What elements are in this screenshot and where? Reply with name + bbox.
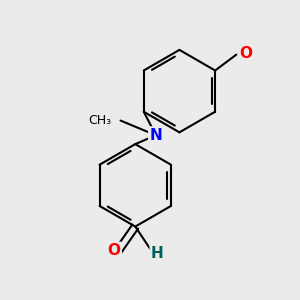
Text: O: O (239, 46, 252, 61)
Text: H: H (151, 246, 164, 261)
Text: O: O (107, 243, 121, 258)
Text: CH₃: CH₃ (88, 114, 112, 127)
Text: N: N (149, 128, 162, 143)
